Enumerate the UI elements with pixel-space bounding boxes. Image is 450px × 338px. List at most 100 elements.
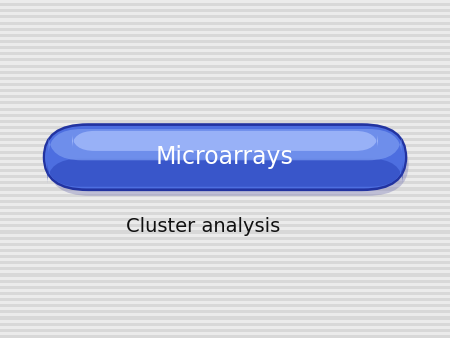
Text: Microarrays: Microarrays [156, 145, 294, 169]
Bar [0, 101, 450, 104]
Bar [0, 92, 450, 95]
Bar [0, 49, 450, 52]
Bar [0, 34, 450, 37]
Bar [0, 19, 450, 22]
Bar [0, 243, 450, 246]
Bar [0, 31, 450, 34]
Bar [0, 150, 450, 154]
Bar [0, 55, 450, 58]
Bar [0, 114, 450, 117]
Bar [0, 276, 450, 280]
Bar [0, 224, 450, 227]
Bar [0, 240, 450, 243]
Bar [0, 234, 450, 237]
Bar [0, 71, 450, 74]
Bar [0, 252, 450, 255]
Bar [0, 166, 450, 169]
Bar [0, 154, 450, 157]
FancyBboxPatch shape [49, 134, 409, 196]
Bar [0, 298, 450, 301]
Bar [0, 307, 450, 310]
Bar [0, 65, 450, 68]
Bar [0, 335, 450, 338]
Bar [0, 283, 450, 286]
Bar [0, 58, 450, 62]
Bar [0, 37, 450, 40]
Bar [0, 323, 450, 326]
Bar [0, 46, 450, 49]
Bar [0, 178, 450, 181]
Bar [0, 98, 450, 101]
Bar [0, 200, 450, 203]
Bar [0, 218, 450, 221]
Bar [0, 132, 450, 135]
Bar [0, 221, 450, 224]
Bar [0, 246, 450, 249]
Bar [0, 175, 450, 178]
Bar [0, 267, 450, 270]
Bar [0, 273, 450, 276]
Bar [0, 9, 450, 12]
Bar [0, 120, 450, 123]
Bar [0, 304, 450, 307]
Bar [0, 144, 450, 147]
Bar [0, 197, 450, 200]
Bar [0, 22, 450, 25]
Bar [0, 172, 450, 175]
Bar [0, 15, 450, 19]
Bar [0, 313, 450, 316]
Bar [0, 181, 450, 184]
Bar [0, 194, 450, 197]
FancyBboxPatch shape [47, 159, 403, 187]
Bar [0, 80, 450, 83]
Bar [0, 301, 450, 304]
Bar [0, 329, 450, 332]
Bar [0, 237, 450, 240]
Bar [0, 310, 450, 313]
Bar [0, 0, 450, 3]
Bar [0, 129, 450, 132]
Bar [0, 255, 450, 258]
Bar [0, 264, 450, 267]
Bar [0, 316, 450, 319]
Bar [0, 25, 450, 28]
Bar [0, 12, 450, 15]
Bar [0, 286, 450, 289]
Bar [0, 123, 450, 126]
Bar [0, 28, 450, 31]
Bar [0, 160, 450, 163]
Bar [0, 86, 450, 89]
Bar [0, 319, 450, 323]
Bar [0, 83, 450, 86]
Bar [0, 6, 450, 9]
Bar [0, 295, 450, 298]
Bar [0, 326, 450, 329]
Text: Cluster analysis: Cluster analysis [126, 217, 280, 236]
Bar [0, 212, 450, 215]
Bar [0, 163, 450, 166]
FancyBboxPatch shape [45, 126, 405, 189]
Bar [0, 289, 450, 292]
Bar [0, 52, 450, 55]
Bar [0, 292, 450, 295]
Bar [0, 203, 450, 206]
Bar [0, 227, 450, 231]
Bar [0, 135, 450, 138]
Bar [0, 62, 450, 65]
FancyBboxPatch shape [43, 123, 407, 191]
Bar [0, 332, 450, 335]
Bar [0, 270, 450, 273]
Bar [0, 77, 450, 80]
Bar [0, 141, 450, 144]
Bar [0, 95, 450, 98]
Bar [0, 3, 450, 6]
Bar [0, 40, 450, 43]
FancyBboxPatch shape [49, 129, 401, 160]
FancyBboxPatch shape [72, 131, 378, 151]
Bar [0, 126, 450, 129]
Bar [0, 249, 450, 252]
Bar [0, 280, 450, 283]
Bar [0, 117, 450, 120]
Bar [0, 261, 450, 264]
Bar [0, 258, 450, 261]
